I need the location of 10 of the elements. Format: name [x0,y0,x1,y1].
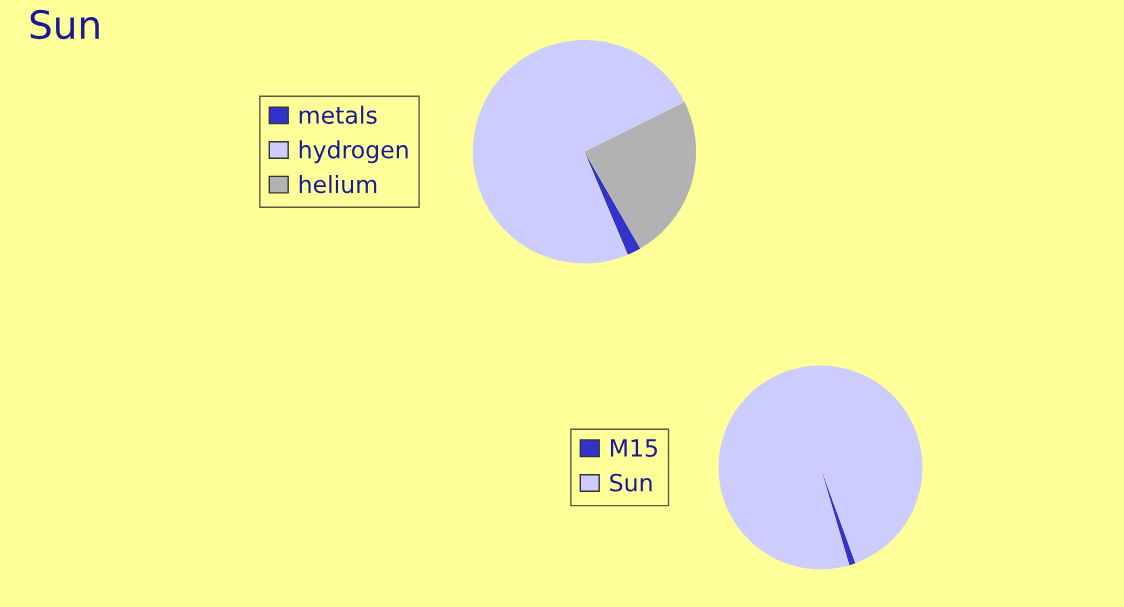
legend-label: helium [299,174,377,194]
legend-label: Sun [610,473,652,492]
pie-slice [718,365,923,570]
legend-label: M15 [610,439,657,457]
pie-slice [820,467,856,566]
legend-label: metals [299,105,377,124]
legend-label: hydrogen [299,140,408,164]
pie-slice [472,40,685,264]
pie-slice [584,102,697,249]
chart-title: Sun [30,9,99,40]
